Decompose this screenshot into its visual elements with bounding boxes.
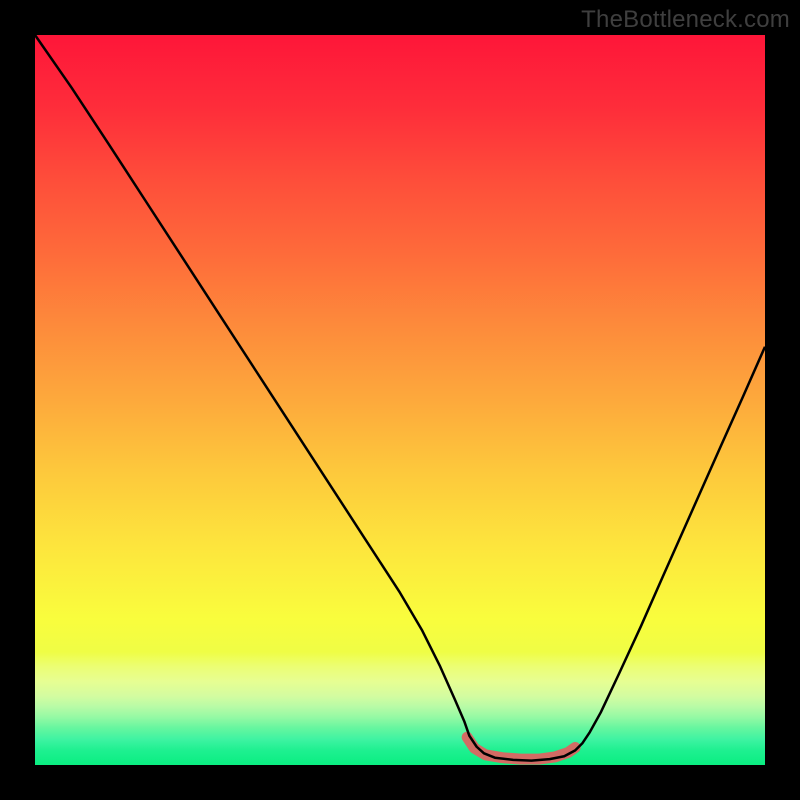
chart-stage: TheBottleneck.com [0, 0, 800, 800]
chart-gradient-background [35, 35, 765, 765]
watermark-text: TheBottleneck.com [581, 6, 790, 34]
bottleneck-chart [0, 0, 800, 800]
